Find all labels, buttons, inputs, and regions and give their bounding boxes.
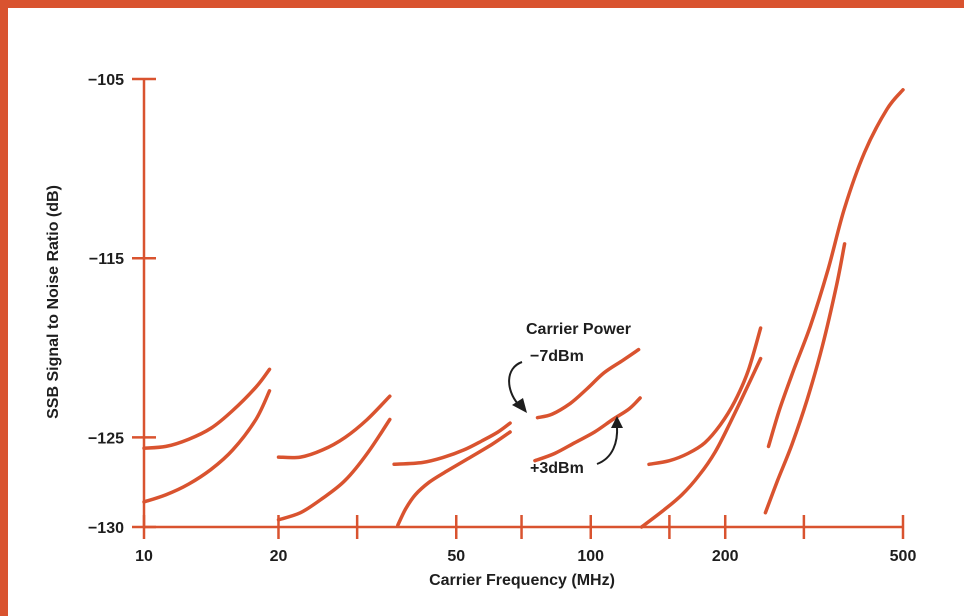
y-tick-label: −130	[88, 520, 124, 537]
curve-11	[766, 88, 905, 449]
y-tick-label: −125	[88, 430, 124, 447]
plus-3dbm-arrowhead	[611, 416, 623, 428]
x-tick-label: 10	[135, 548, 153, 565]
minus-7dbm-arrowhead	[512, 398, 527, 413]
curve-12	[763, 242, 847, 515]
curve-3	[276, 394, 392, 460]
series-curves	[142, 88, 905, 529]
y-axis-title: SSB Signal to Noise Ratio (dB)	[45, 185, 62, 419]
plus-3dbm-arrow	[596, 425, 619, 465]
curve-9	[647, 326, 763, 467]
curve-1	[142, 367, 272, 450]
axes: −105 −115 −125 −130 10 20 50 100 200 500	[88, 72, 916, 565]
annotations: Carrier Power −7dBm +3dBm	[508, 321, 631, 477]
plus-3dbm-label: +3dBm	[530, 460, 584, 477]
curve-8	[533, 396, 642, 463]
x-tick-label: 50	[447, 548, 465, 565]
y-tick-label: −115	[89, 251, 124, 268]
x-tick-label: 100	[577, 548, 604, 565]
carrier-power-label: Carrier Power	[526, 321, 631, 338]
curve-5	[392, 421, 512, 467]
curve-7	[535, 347, 641, 420]
x-tick-label: 500	[890, 548, 917, 565]
x-tick-label: 200	[712, 548, 739, 565]
x-axis-title: Carrier Frequency (MHz)	[429, 572, 615, 589]
x-tick-label: 20	[270, 548, 288, 565]
curve-10	[639, 356, 763, 529]
y-tick-label: −105	[88, 72, 124, 89]
curve-4	[276, 417, 392, 522]
minus-7dbm-label: −7dBm	[530, 348, 584, 365]
curve-6	[396, 430, 512, 527]
minus-7dbm-arrow	[508, 361, 523, 405]
curve-2	[142, 389, 272, 504]
